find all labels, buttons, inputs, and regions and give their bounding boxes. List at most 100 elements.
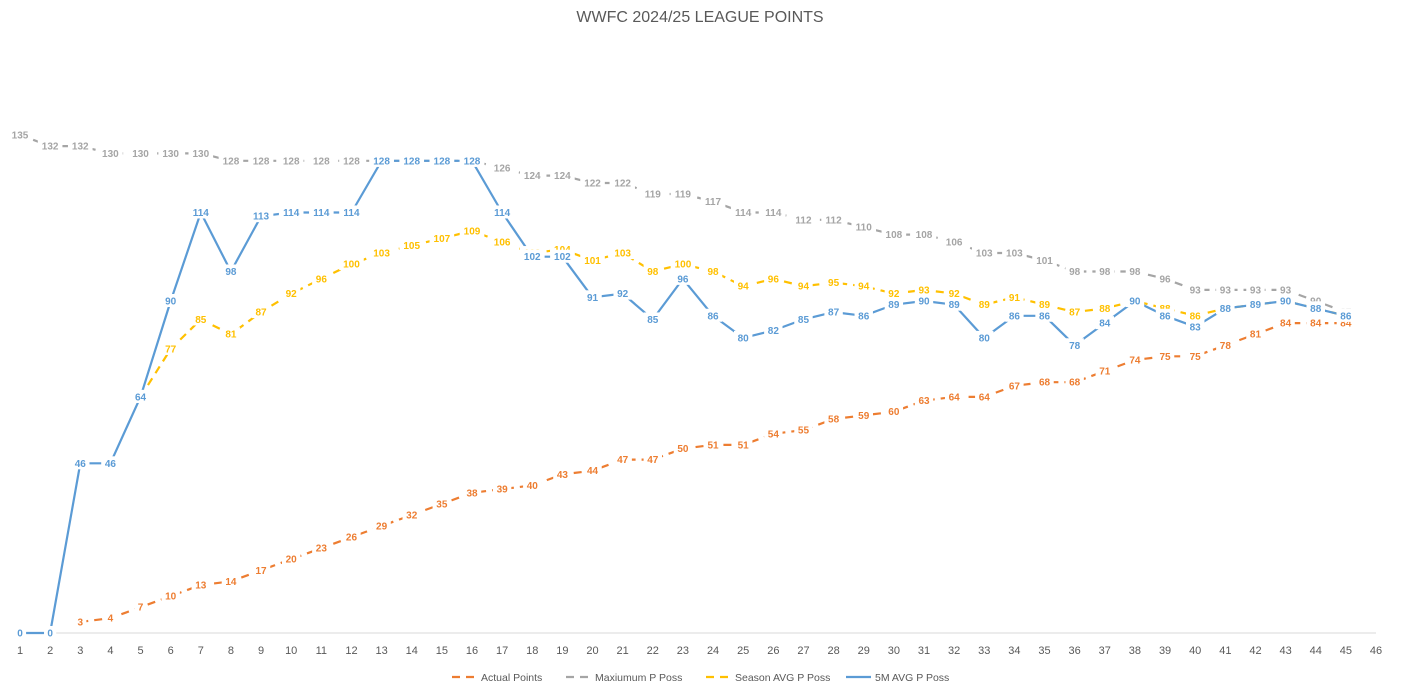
data-label: 78: [1069, 341, 1081, 352]
x-tick-label: 8: [228, 645, 234, 657]
data-label: 98: [1099, 267, 1111, 278]
data-label-bg: [884, 286, 904, 300]
data-label: 54: [768, 429, 780, 440]
data-label-bg: [971, 246, 997, 260]
data-label-bg: [312, 541, 331, 555]
x-tick-label: 31: [918, 645, 930, 657]
data-label: 75: [1190, 352, 1202, 363]
data-label-bg: [703, 264, 723, 278]
x-tick-label: 37: [1099, 645, 1111, 657]
data-label: 90: [165, 297, 177, 308]
data-label: 29: [376, 522, 388, 533]
data-label-bg: [580, 253, 605, 267]
data-label: 95: [828, 278, 840, 289]
data-label-bg: [824, 412, 843, 426]
data-label-bg: [251, 305, 271, 319]
legend-label: Actual Points: [481, 672, 542, 684]
data-label-bg: [610, 175, 635, 189]
data-label: 89: [1039, 300, 1051, 311]
data-label-bg: [673, 271, 693, 285]
data-label-bg: [1005, 378, 1024, 392]
data-label-bg: [975, 389, 994, 403]
data-label-bg: [583, 463, 602, 477]
data-label-bg: [791, 212, 816, 226]
data-label: 84: [1099, 319, 1111, 330]
data-label: 126: [494, 164, 511, 175]
data-label: 0: [17, 629, 23, 640]
data-label: 89: [949, 300, 961, 311]
data-label-bg: [191, 578, 210, 592]
data-label-bg: [1065, 338, 1084, 352]
data-label-bg: [670, 257, 696, 271]
data-label: 51: [738, 440, 750, 451]
x-tick-label: 35: [1038, 645, 1050, 657]
data-label: 119: [645, 190, 662, 201]
x-tick-label: 28: [827, 645, 839, 657]
data-label-bg: [191, 312, 210, 326]
x-tick-label: 7: [198, 645, 204, 657]
x-tick-label: 9: [258, 645, 264, 657]
data-label: 3: [77, 617, 83, 628]
x-axis: 1 2 3 4 5 6 7 8 9 10 11 12 13 14 15 16 17 18 19 20 21 22 23 24 2…: [17, 632, 1382, 657]
data-label: 109: [464, 226, 481, 237]
data-label: 91: [1009, 293, 1021, 304]
data-label-bg: [161, 294, 180, 307]
data-label: 86: [1190, 311, 1202, 322]
x-tick-label: 6: [168, 645, 174, 657]
data-label: 128: [373, 156, 390, 167]
data-label: 80: [979, 333, 991, 344]
x-tick-label: 12: [345, 645, 357, 657]
data-label-bg: [429, 231, 455, 245]
data-label-bg: [734, 437, 753, 451]
data-label: 114: [313, 208, 330, 219]
data-label: 106: [946, 237, 963, 248]
data-label: 26: [346, 533, 358, 544]
legend: Actual Points Maxiumum P Poss Season AVG P…: [452, 672, 949, 684]
data-label: 98: [1129, 267, 1141, 278]
data-label: 96: [677, 274, 689, 285]
x-tick-label: 33: [978, 645, 990, 657]
data-label-bg: [1216, 282, 1235, 296]
data-label: 93: [1250, 285, 1262, 296]
data-label-bg: [1065, 375, 1084, 389]
data-label-bg: [854, 308, 873, 322]
legend-label: Season AVG P Poss: [735, 672, 830, 684]
data-label: 102: [554, 252, 571, 263]
data-label-bg: [459, 223, 485, 237]
data-label-bg: [489, 161, 515, 175]
data-label-bg: [1005, 308, 1024, 322]
data-label-bg: [369, 246, 394, 260]
data-label: 43: [557, 470, 569, 481]
data-label-bg: [251, 563, 271, 577]
x-tick-label: 38: [1129, 645, 1141, 657]
data-label-bg: [278, 205, 304, 219]
data-label: 86: [708, 311, 720, 322]
data-label-bg: [643, 312, 662, 326]
data-label-bg: [610, 246, 635, 260]
data-label-bg: [734, 330, 753, 344]
data-label-bg: [221, 327, 241, 341]
data-label: 100: [675, 260, 692, 271]
data-label: 17: [256, 566, 268, 577]
data-label: 84: [1340, 319, 1352, 330]
data-label: 47: [647, 455, 659, 466]
x-tick-label: 43: [1279, 645, 1291, 657]
x-tick-label: 36: [1069, 645, 1081, 657]
data-label: 87: [828, 308, 840, 319]
data-label-bg: [851, 220, 877, 234]
data-label-bg: [643, 452, 662, 466]
data-label: 67: [1009, 381, 1021, 392]
data-label: 86: [1009, 311, 1021, 322]
data-label-bg: [312, 271, 331, 285]
data-label-bg: [1125, 264, 1145, 278]
data-label-bg: [98, 146, 123, 160]
data-label-bg: [339, 205, 364, 219]
x-tick-label: 42: [1249, 645, 1261, 657]
data-label: 128: [223, 156, 240, 167]
data-label-bg: [794, 279, 813, 293]
series-lines: [19, 133, 1347, 635]
data-label: 112: [795, 215, 812, 226]
data-label: 96: [1160, 274, 1172, 285]
x-tick-label: 32: [948, 645, 960, 657]
